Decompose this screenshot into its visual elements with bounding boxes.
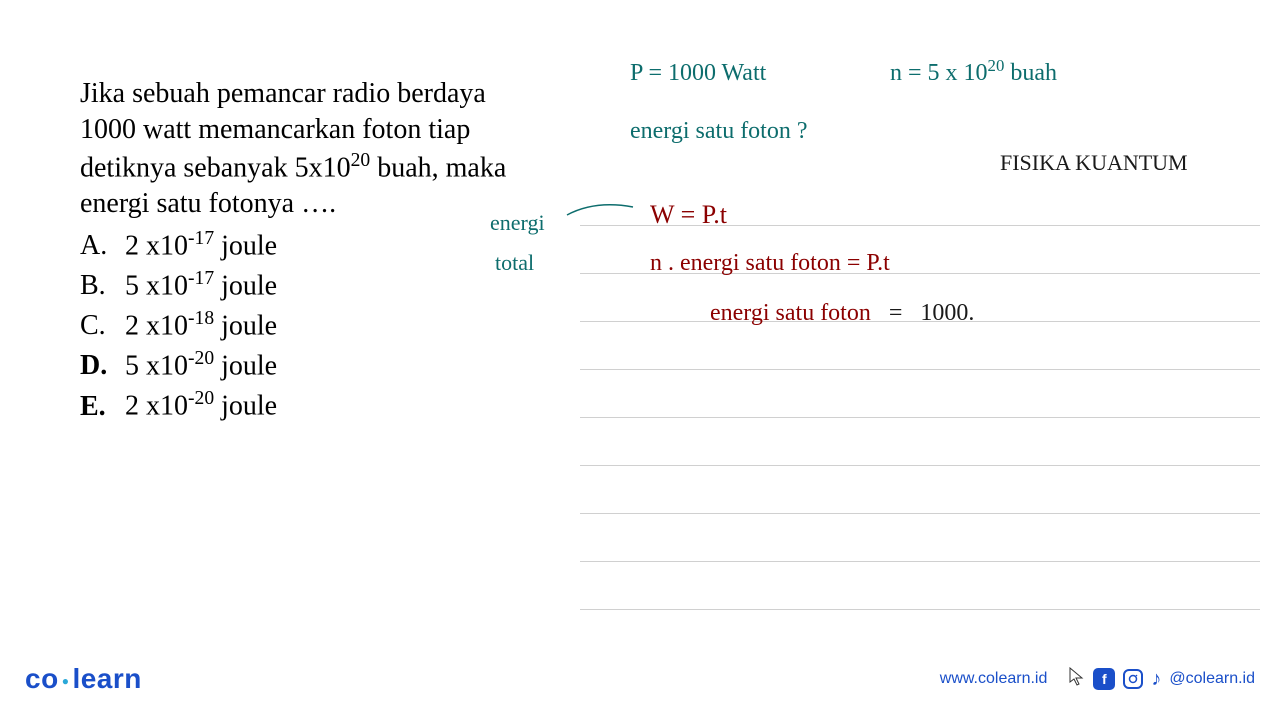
q-line-1: Jika sebuah pemancar radio berdaya (80, 78, 486, 109)
work-line-3: energi satu foton = 1000. (710, 300, 974, 327)
footer: co●learn www.colearn.id f ♪ @colearn.id (0, 663, 1280, 695)
mouse-cursor-icon (1069, 667, 1085, 692)
footer-url[interactable]: www.colearn.id (940, 670, 1048, 688)
option-c: C. 2 x10-18 joule (80, 306, 620, 344)
colearn-logo: co●learn (25, 663, 142, 695)
footer-handle: @colearn.id (1169, 670, 1255, 688)
options-list: A. 2 x10-17 joule B. 5 x10-17 joule C. 2… (80, 226, 620, 425)
q-line-3-exp: 20 (351, 150, 371, 171)
given-p: P = 1000 Watt (630, 60, 766, 87)
instagram-icon[interactable] (1123, 669, 1143, 689)
energi-label-2: total (495, 250, 534, 276)
question-block: Jika sebuah pemancar radio berdaya 1000 … (80, 76, 620, 426)
asked: energi satu foton ? (630, 118, 808, 145)
q-line-3b: buah, maka (370, 152, 506, 183)
ruled-paper (580, 178, 1260, 610)
work-line-2: n . energi satu foton = P.t (650, 250, 890, 277)
q-line-3a: detiknya sebanyak 5x10 (80, 152, 351, 183)
option-e: E. 2 x10-20 joule (80, 386, 620, 424)
option-b: B. 5 x10-17 joule (80, 266, 620, 304)
footer-right: www.colearn.id f ♪ @colearn.id (940, 668, 1255, 691)
connector-line (565, 195, 635, 225)
option-d: D. 5 x10-20 joule (80, 346, 620, 384)
question-text: Jika sebuah pemancar radio berdaya 1000 … (80, 76, 620, 222)
given-n: n = 5 x 1020 buah (890, 56, 1057, 87)
facebook-icon[interactable]: f (1093, 668, 1115, 690)
energi-label-1: energi (490, 210, 545, 236)
q-line-4: energi satu fotonya …. (80, 188, 336, 219)
q-line-2: 1000 watt memancarkan foton tiap (80, 114, 470, 145)
tiktok-icon[interactable]: ♪ (1151, 668, 1161, 691)
topic-label: FISIKA KUANTUM (1000, 150, 1188, 176)
work-formula: W = P.t (650, 200, 727, 230)
